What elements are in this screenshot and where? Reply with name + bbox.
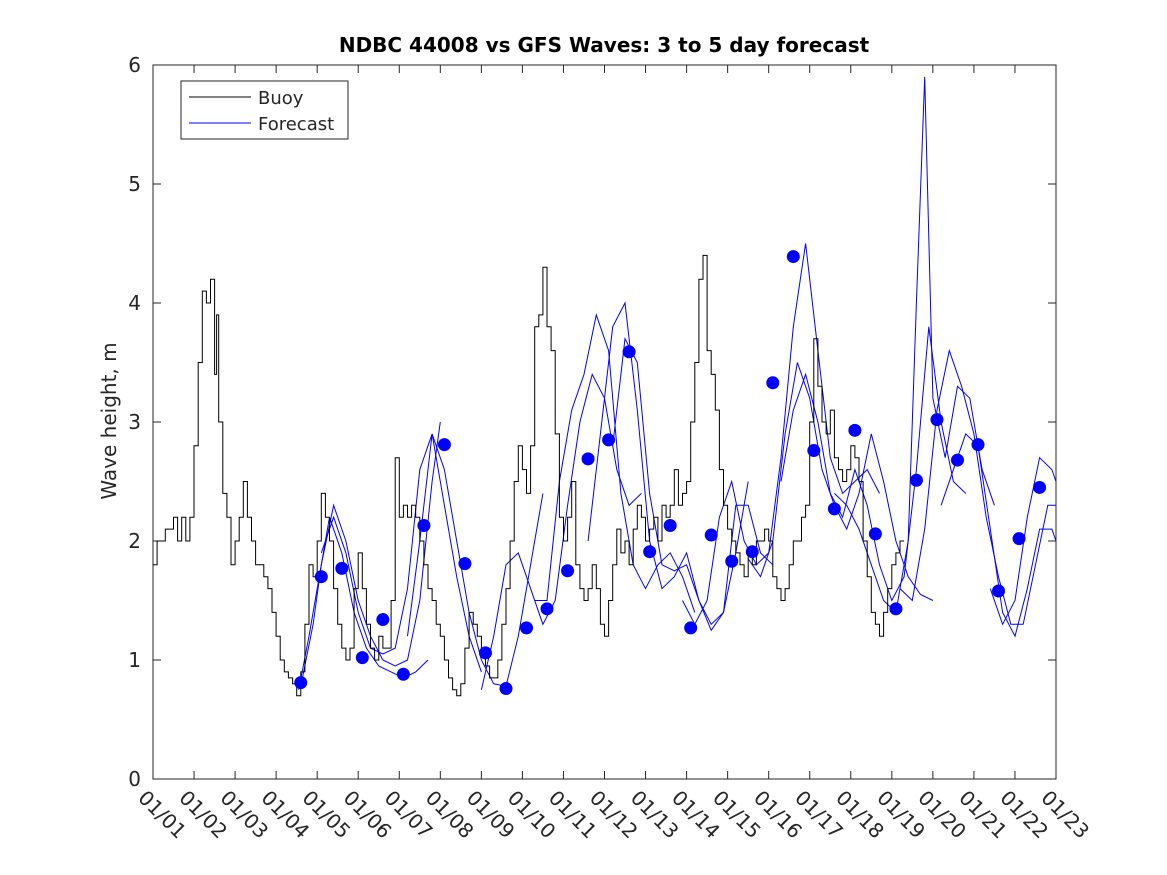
forecast-line	[612, 337, 774, 632]
forecast-marker	[848, 423, 862, 437]
forecast-marker	[520, 621, 534, 635]
forecast-marker	[376, 613, 390, 627]
forecast-marker	[971, 438, 985, 452]
forecast-marker	[314, 570, 328, 584]
forecast-marker	[807, 444, 821, 458]
forecast-marker	[684, 621, 698, 635]
forecast-line	[989, 456, 1057, 626]
y-axis-label: Wave height, m	[97, 342, 121, 499]
forecast-marker	[561, 564, 575, 578]
forecast-line	[320, 433, 482, 673]
forecast-marker	[396, 667, 410, 681]
forecast-line	[534, 313, 696, 613]
forecast-line	[940, 432, 1057, 638]
plot-area	[152, 64, 1057, 780]
legend: Buoy Forecast	[180, 80, 349, 140]
legend-forecast-label: Forecast	[258, 114, 334, 135]
y-tick-label: 3	[128, 410, 141, 434]
forecast-marker	[1012, 532, 1026, 546]
forecast-marker	[458, 557, 472, 571]
forecast-marker	[437, 438, 451, 452]
forecast-line	[899, 348, 1056, 625]
forecast-marker	[581, 452, 595, 466]
forecast-line	[747, 362, 934, 601]
y-tick-label: 1	[128, 648, 141, 672]
forecast-marker	[335, 561, 349, 575]
forecast-marker	[417, 519, 431, 533]
forecast-marker	[950, 453, 964, 467]
forecast-markers	[294, 250, 1047, 696]
forecast-marker	[602, 433, 616, 447]
forecast-marker	[827, 502, 841, 516]
forecast-line	[587, 301, 749, 626]
forecast-line	[682, 243, 880, 626]
y-tick-label: 4	[128, 291, 141, 315]
forecast-marker	[540, 602, 554, 616]
forecast-marker	[889, 602, 903, 616]
forecast-marker	[294, 676, 308, 690]
y-tick-label: 2	[128, 529, 141, 553]
forecast-marker	[478, 646, 492, 660]
forecast-line	[480, 373, 642, 690]
forecast-marker	[868, 527, 882, 541]
forecast-marker	[355, 651, 369, 665]
forecast-marker	[704, 528, 718, 542]
y-tick-label: 0	[128, 767, 141, 791]
chart-title: NDBC 44008 vs GFS Waves: 3 to 5 day fore…	[339, 33, 870, 57]
forecast-marker	[663, 519, 677, 533]
forecast-marker	[725, 554, 739, 568]
legend-box	[180, 80, 349, 140]
forecast-marker	[643, 545, 657, 559]
forecast-marker	[992, 584, 1006, 598]
forecast-marker	[766, 376, 780, 390]
forecast-marker	[930, 413, 944, 427]
forecast-marker	[1033, 480, 1047, 494]
y-tick-label: 6	[128, 53, 141, 77]
buoy-line	[153, 254, 905, 697]
forecast-marker	[786, 250, 800, 264]
legend-buoy-label: Buoy	[258, 88, 304, 109]
forecast-line	[407, 433, 544, 687]
forecast-marker	[909, 473, 923, 487]
forecast-marker	[745, 545, 759, 559]
forecast-marker	[499, 682, 513, 696]
x-tick-label: 01/23	[1036, 786, 1094, 844]
series-layer	[153, 76, 1057, 697]
y-tick-label: 5	[128, 172, 141, 196]
forecast-marker	[622, 345, 636, 359]
